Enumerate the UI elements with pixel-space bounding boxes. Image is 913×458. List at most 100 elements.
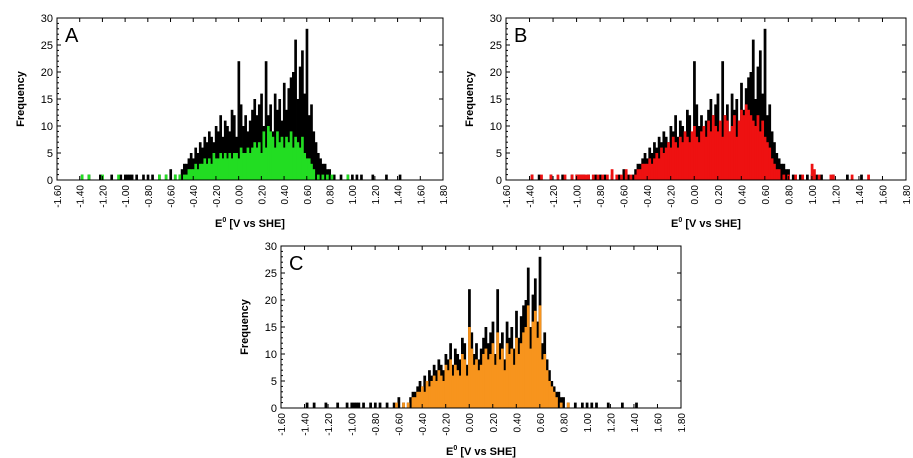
bar	[119, 174, 123, 180]
bar	[310, 104, 313, 180]
bar	[278, 142, 282, 180]
bar	[126, 174, 129, 180]
bar	[173, 174, 177, 180]
x-tick-label: 0.20	[714, 185, 725, 205]
bar	[850, 174, 854, 180]
bar	[321, 163, 325, 180]
bar	[196, 153, 200, 180]
bar	[345, 402, 349, 408]
bar	[323, 163, 327, 180]
bar	[782, 174, 786, 180]
bar	[714, 126, 717, 180]
x-tick-label: 0.80	[325, 185, 336, 205]
bar	[566, 402, 570, 408]
bar	[526, 305, 530, 408]
bar	[650, 163, 654, 180]
bar	[397, 397, 401, 408]
bar	[461, 354, 464, 408]
bar	[205, 142, 209, 180]
bar	[164, 174, 168, 180]
bar	[217, 131, 220, 180]
bar	[183, 174, 186, 180]
bar	[260, 93, 263, 180]
bar	[296, 99, 300, 180]
bar	[584, 174, 588, 180]
bar	[721, 136, 725, 180]
x-tick-label: 1.60	[878, 185, 889, 205]
x-tick-label: 0.40	[280, 185, 291, 205]
bar	[591, 174, 595, 180]
bar	[801, 174, 805, 180]
bar	[130, 174, 134, 180]
bar	[671, 136, 675, 180]
bar	[371, 174, 375, 180]
bar	[622, 169, 626, 180]
x-tick-label: 0.00	[235, 185, 246, 205]
bar	[428, 386, 431, 408]
bar	[657, 158, 661, 180]
bar	[587, 174, 590, 180]
bar	[192, 169, 195, 180]
bar	[226, 158, 229, 180]
bar	[711, 115, 715, 180]
series-1	[530, 104, 870, 180]
bar	[700, 131, 703, 180]
bar	[726, 120, 729, 180]
x-tick-label: 0.40	[512, 413, 523, 433]
bar	[456, 370, 460, 408]
bar	[479, 364, 483, 408]
bar	[221, 158, 225, 180]
bar	[751, 120, 755, 180]
bar	[570, 174, 574, 180]
bar	[355, 174, 359, 180]
x-tick-label: 1.40	[394, 185, 405, 205]
bar	[761, 120, 765, 180]
bar	[702, 126, 706, 180]
x-tick-label: 0.60	[761, 185, 772, 205]
x-tick-label: -0.80	[596, 185, 607, 208]
bar	[276, 131, 279, 180]
bar	[730, 126, 734, 180]
bar	[784, 169, 788, 180]
y-tick-label: 0	[496, 175, 502, 187]
bar	[549, 174, 553, 180]
bar	[667, 142, 670, 180]
bar	[606, 174, 609, 180]
bar	[512, 364, 516, 408]
bar	[662, 153, 666, 180]
bar	[423, 391, 427, 408]
bar	[421, 386, 424, 408]
bar	[744, 104, 748, 180]
bar	[693, 61, 696, 181]
bar	[439, 375, 443, 408]
y-axis-label: Frequency	[15, 70, 27, 127]
bar	[201, 163, 204, 180]
bar	[232, 115, 236, 180]
bar	[232, 153, 236, 180]
bar	[189, 169, 193, 180]
chart-panel-C: 0 5 10 15 20 25 30 -1.60 -1.40 -1.20 -1.00 -0.80 -0.…	[239, 241, 688, 458]
bar	[273, 93, 277, 180]
bar	[550, 386, 554, 408]
bar	[282, 82, 286, 180]
bar	[223, 120, 227, 180]
bar	[577, 174, 581, 180]
bar	[406, 402, 410, 408]
bar	[332, 174, 336, 180]
bar	[463, 359, 467, 408]
bar	[260, 153, 263, 180]
y-tick-label: 20	[490, 67, 502, 79]
bar	[362, 402, 365, 408]
bar	[674, 142, 677, 180]
bar	[198, 142, 202, 180]
bar	[244, 115, 247, 180]
x-tick-label: 1.40	[855, 185, 866, 205]
bar	[237, 61, 241, 181]
bar	[442, 381, 445, 408]
bar	[782, 163, 786, 180]
bar	[695, 136, 699, 180]
bar	[219, 153, 223, 180]
bar	[768, 104, 772, 180]
bar	[653, 158, 656, 180]
bar	[305, 158, 309, 180]
